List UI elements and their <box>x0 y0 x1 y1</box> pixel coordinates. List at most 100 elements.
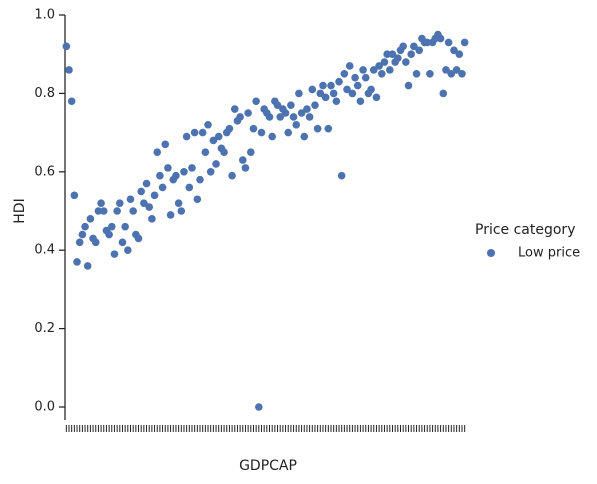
point <box>182 132 191 141</box>
point <box>204 120 212 129</box>
point <box>129 207 137 215</box>
point <box>75 238 84 247</box>
point <box>426 70 434 78</box>
point <box>305 113 314 121</box>
point <box>124 246 132 254</box>
point <box>343 85 351 94</box>
point <box>297 109 306 117</box>
y-tick-label: 0.8 <box>34 86 55 101</box>
point <box>156 171 164 180</box>
point <box>450 46 458 55</box>
point <box>257 128 266 137</box>
point <box>404 81 413 90</box>
legend-label: Low price <box>518 246 580 261</box>
point <box>78 230 87 239</box>
point <box>228 171 236 180</box>
point <box>265 113 274 121</box>
point <box>313 124 322 133</box>
point <box>140 199 148 207</box>
point <box>353 81 362 90</box>
point <box>86 215 95 223</box>
y-tick-label: 0.0 <box>34 400 55 415</box>
point <box>97 199 105 207</box>
point <box>148 215 156 223</box>
point <box>105 230 113 239</box>
point <box>126 195 135 204</box>
point <box>158 183 167 192</box>
point <box>316 89 325 98</box>
point <box>394 54 402 62</box>
point <box>252 97 260 106</box>
point <box>241 164 250 172</box>
point <box>292 120 301 129</box>
point <box>289 113 298 121</box>
point <box>367 85 375 94</box>
point <box>380 58 389 66</box>
y-axis-label: HDI <box>12 198 28 223</box>
point <box>164 164 172 172</box>
point <box>180 168 188 176</box>
point <box>402 58 410 66</box>
point <box>458 70 466 78</box>
point <box>116 199 124 207</box>
point <box>193 195 202 204</box>
point <box>145 203 154 211</box>
point <box>356 97 365 106</box>
point <box>220 148 228 156</box>
point <box>439 89 448 98</box>
point <box>300 132 309 141</box>
point <box>327 81 335 90</box>
point <box>110 250 119 258</box>
point <box>188 164 196 172</box>
point <box>166 211 175 219</box>
point <box>412 70 421 78</box>
point <box>113 207 121 215</box>
point <box>268 132 276 141</box>
point <box>172 171 180 180</box>
point <box>335 77 343 86</box>
point <box>94 207 103 215</box>
point <box>460 38 469 47</box>
point <box>255 403 263 411</box>
y-tick-label: 0.4 <box>34 243 55 258</box>
point <box>81 222 89 231</box>
point <box>107 222 116 231</box>
y-tick-label: 0.6 <box>34 164 55 179</box>
point <box>447 70 456 78</box>
point <box>196 175 204 184</box>
point <box>383 50 391 58</box>
point <box>410 42 418 51</box>
point <box>70 191 79 200</box>
point <box>308 85 317 94</box>
point <box>386 66 394 74</box>
point <box>407 50 415 58</box>
point <box>359 66 367 74</box>
point <box>198 128 207 137</box>
point <box>209 136 218 145</box>
point <box>134 234 143 243</box>
point <box>212 160 220 168</box>
point <box>319 81 327 90</box>
point <box>246 148 255 156</box>
point <box>153 148 162 156</box>
point <box>361 73 370 82</box>
point <box>369 66 378 74</box>
point <box>150 191 159 200</box>
point <box>121 222 129 231</box>
point <box>423 38 432 47</box>
point <box>62 42 71 51</box>
point <box>190 128 199 137</box>
point <box>236 113 244 121</box>
point <box>444 38 453 47</box>
legend-title: Price category <box>475 222 575 238</box>
point <box>91 238 100 247</box>
point <box>388 50 397 58</box>
point <box>345 62 354 70</box>
point <box>73 258 81 266</box>
point <box>67 97 76 106</box>
point <box>324 124 333 133</box>
point <box>340 70 349 78</box>
point <box>206 168 215 176</box>
point <box>436 34 445 43</box>
point <box>185 183 194 192</box>
